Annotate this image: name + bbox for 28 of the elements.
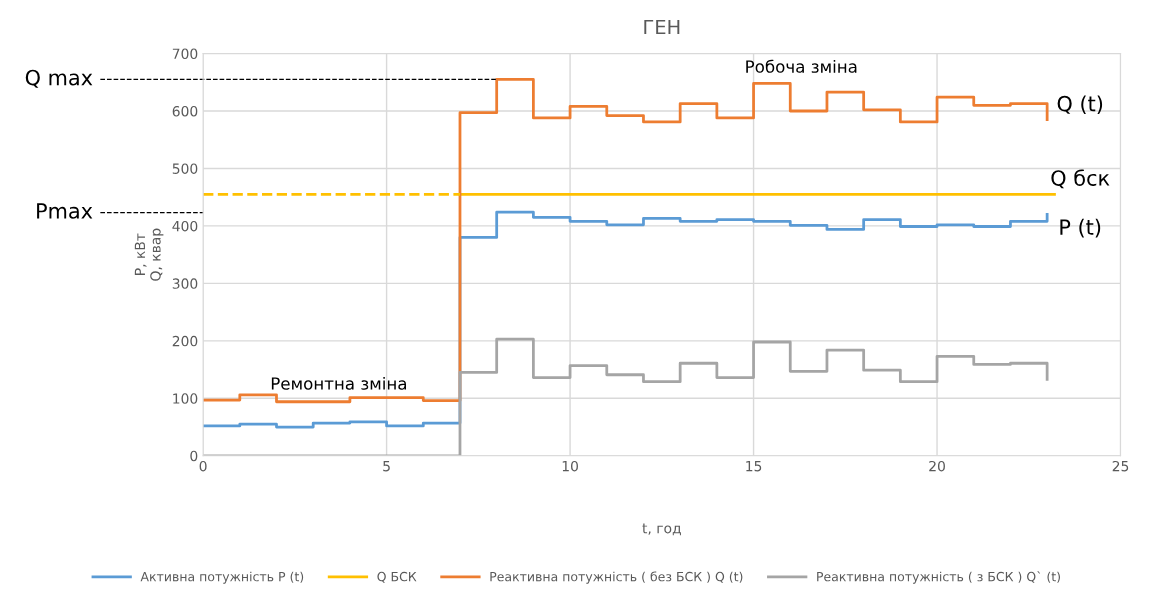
- annotation: P (t): [1060, 218, 1101, 238]
- y-axis-title: P, кВт Q, квар: [134, 228, 164, 281]
- y-tick-label: 600: [172, 105, 198, 117]
- x-tick-label: 0: [199, 460, 207, 472]
- legend-label: Реактивна потужність ( без БСК ) Q (t): [490, 571, 743, 584]
- y-tick-label: 100: [173, 393, 198, 404]
- ref-line-label: Pmax: [37, 203, 93, 219]
- legend-label: Q БСК: [377, 571, 417, 583]
- x-axis-title: t, год: [642, 523, 681, 536]
- annotation: Ремонтна зміна: [271, 376, 406, 390]
- y-tick-label: 300: [172, 278, 198, 289]
- y-tick-label: 400: [172, 220, 198, 232]
- legend-label: Реактивна потужність ( з БСК ) Q` (t): [817, 571, 1060, 584]
- x-tick-label: 15: [746, 461, 762, 472]
- ref-line-label: Q max: [25, 69, 93, 88]
- x-tick-label: 20: [929, 460, 945, 472]
- legend-label: Активна потужність P (t): [140, 571, 304, 584]
- x-tick-label: 25: [1112, 460, 1129, 472]
- y-tick-label: 500: [172, 163, 198, 174]
- chart-title: ГЕН: [644, 19, 680, 35]
- annotation: Q бск: [1051, 169, 1110, 189]
- y-tick-label: 200: [172, 335, 198, 347]
- x-tick-label: 10: [562, 460, 578, 472]
- annotation: Робоча зміна: [746, 59, 857, 73]
- y-tick-label: 0: [190, 450, 198, 462]
- annotation: Q (t): [1057, 95, 1103, 114]
- x-tick-label: 5: [383, 461, 390, 472]
- y-tick-label: 700: [172, 48, 198, 60]
